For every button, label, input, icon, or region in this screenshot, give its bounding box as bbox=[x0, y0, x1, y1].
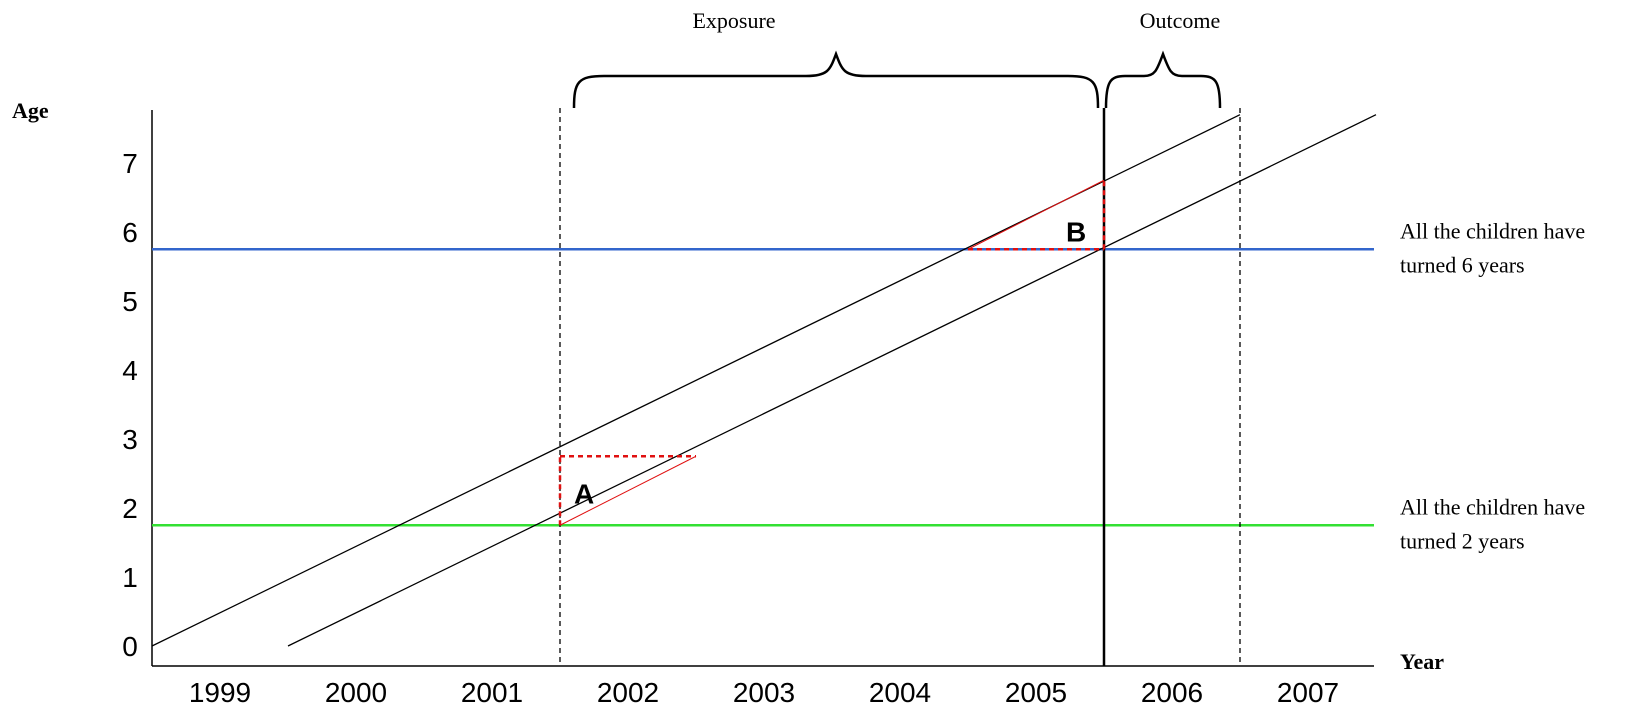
threshold-label-line1: All the children have bbox=[1400, 218, 1585, 243]
x-tick-label: 2007 bbox=[1277, 677, 1339, 706]
exposure-brace bbox=[574, 54, 1098, 108]
x-axis-title: Year bbox=[1400, 649, 1444, 674]
exposure-label: Exposure bbox=[692, 8, 775, 33]
x-tick-label: 2003 bbox=[733, 677, 795, 706]
cohort-line bbox=[288, 115, 1376, 646]
x-tick-label: 2002 bbox=[597, 677, 659, 706]
region-b-label: B bbox=[1066, 216, 1086, 247]
y-tick-label: 2 bbox=[122, 493, 138, 524]
outcome-label: Outcome bbox=[1140, 8, 1221, 33]
x-tick-label: 2000 bbox=[325, 677, 387, 706]
y-tick-label: 5 bbox=[122, 286, 138, 317]
threshold-label-line2: turned 6 years bbox=[1400, 252, 1525, 277]
x-tick-label: 2001 bbox=[461, 677, 523, 706]
y-tick-label: 6 bbox=[122, 217, 138, 248]
y-tick-label: 1 bbox=[122, 562, 138, 593]
x-tick-label: 2005 bbox=[1005, 677, 1067, 706]
y-axis-title: Age bbox=[12, 98, 49, 123]
x-tick-label: 2006 bbox=[1141, 677, 1203, 706]
x-tick-label: 2004 bbox=[869, 677, 931, 706]
y-tick-label: 3 bbox=[122, 424, 138, 455]
threshold-label-line1: All the children have bbox=[1400, 494, 1585, 519]
outcome-brace bbox=[1106, 54, 1220, 108]
region-a-label: A bbox=[574, 478, 594, 509]
y-tick-label: 4 bbox=[122, 355, 138, 386]
threshold-label-line2: turned 2 years bbox=[1400, 528, 1525, 553]
y-tick-label: 7 bbox=[122, 148, 138, 179]
y-tick-label: 0 bbox=[122, 631, 138, 662]
x-tick-label: 1999 bbox=[189, 677, 251, 706]
